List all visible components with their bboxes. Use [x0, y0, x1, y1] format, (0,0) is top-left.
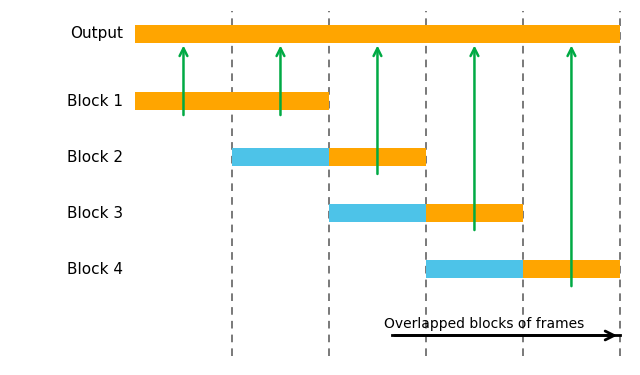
- Bar: [523, 260, 620, 278]
- Text: Block 3: Block 3: [67, 206, 123, 221]
- Text: Block 4: Block 4: [67, 262, 123, 277]
- Bar: [426, 204, 523, 222]
- Bar: [135, 25, 620, 43]
- Bar: [232, 148, 329, 166]
- Bar: [135, 92, 329, 110]
- Bar: [329, 148, 426, 166]
- Bar: [329, 204, 426, 222]
- Bar: [426, 260, 523, 278]
- Text: Overlapped blocks of frames: Overlapped blocks of frames: [384, 317, 584, 331]
- Text: Block 1: Block 1: [67, 93, 123, 108]
- Text: Output: Output: [70, 26, 123, 41]
- Text: Block 2: Block 2: [67, 150, 123, 165]
